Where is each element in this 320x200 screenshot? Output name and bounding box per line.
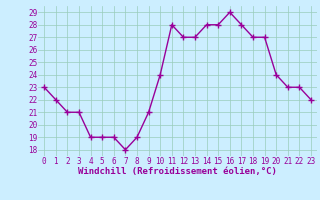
X-axis label: Windchill (Refroidissement éolien,°C): Windchill (Refroidissement éolien,°C) xyxy=(78,167,277,176)
